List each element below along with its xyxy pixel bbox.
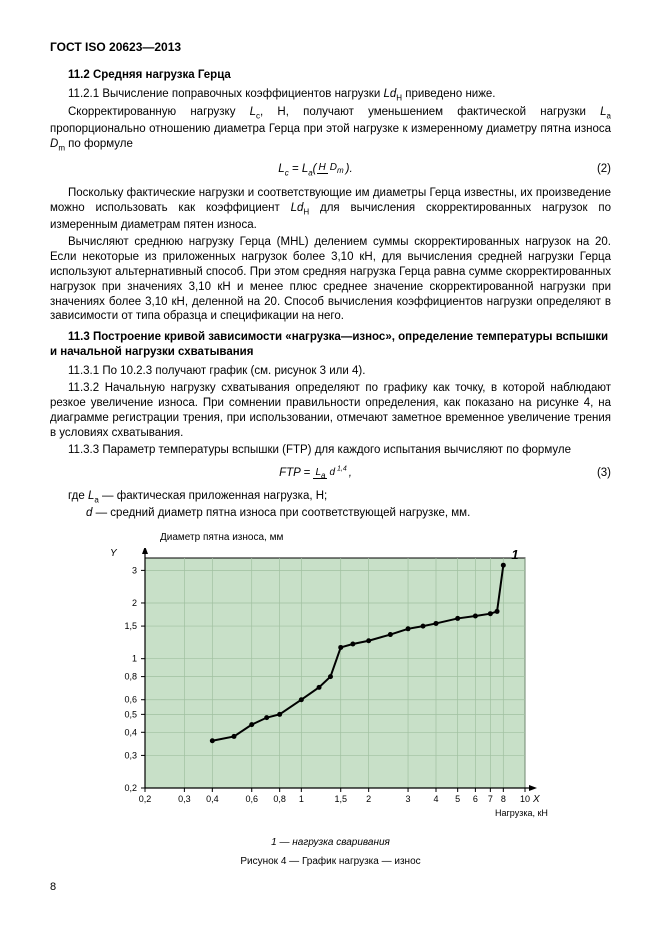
- svg-text:1: 1: [132, 653, 137, 663]
- svg-text:1,5: 1,5: [334, 794, 347, 804]
- svg-text:0,6: 0,6: [245, 794, 258, 804]
- svg-text:0,4: 0,4: [206, 794, 219, 804]
- svg-text:0,2: 0,2: [124, 783, 137, 793]
- y-axis-title: Диаметр пятна износа, мм: [160, 531, 611, 544]
- chart-legend: 1 — нагрузка сваривания: [50, 836, 611, 849]
- page-number: 8: [50, 880, 611, 894]
- eq2-number: (2): [581, 162, 611, 177]
- svg-text:6: 6: [473, 794, 478, 804]
- svg-text:2: 2: [132, 598, 137, 608]
- svg-text:0,8: 0,8: [273, 794, 286, 804]
- figure-caption: Рисунок 4 — График нагрузка — износ: [50, 855, 611, 868]
- svg-text:0,5: 0,5: [124, 709, 137, 719]
- svg-text:5: 5: [455, 794, 460, 804]
- svg-text:3: 3: [406, 794, 411, 804]
- svg-text:4: 4: [433, 794, 438, 804]
- svg-text:8: 8: [501, 794, 506, 804]
- svg-text:0,3: 0,3: [124, 750, 137, 760]
- svg-text:1: 1: [299, 794, 304, 804]
- eq3-number: (3): [581, 466, 611, 481]
- load-wear-chart: 0,2 0,3 0,4 0,6 0,8 1 1,5 2 3 4 5 678 10 0,2 0,3 0,4 0,5…: [90, 548, 550, 828]
- section-11-3-title: 11.3 Построение кривой зависимости «нагр…: [50, 330, 611, 360]
- section-11-2-title: 11.2 Средняя нагрузка Герца: [50, 68, 611, 83]
- svg-text:3: 3: [132, 565, 137, 575]
- variable-definitions: где La — фактическая приложенная нагрузк…: [50, 489, 611, 521]
- svg-text:Нагрузка, кН: Нагрузка, кН: [495, 808, 548, 818]
- para-11-3-1: 11.3.1 По 10.2.3 получают график (см. ри…: [50, 364, 611, 379]
- para-since: Поскольку фактические нагрузки и соответ…: [50, 186, 611, 233]
- svg-text:0,6: 0,6: [124, 694, 137, 704]
- chart-container: Диаметр пятна износа, мм 0,2 0,3 0,4 0,6 0,8…: [90, 531, 611, 828]
- svg-text:0,4: 0,4: [124, 727, 137, 737]
- svg-text:1,5: 1,5: [124, 621, 137, 631]
- svg-text:X: X: [532, 794, 540, 805]
- svg-text:0,3: 0,3: [178, 794, 191, 804]
- para-corrected-load: Скорректированную нагрузку Lc, Н, получа…: [50, 105, 611, 153]
- para-11-2-1: 11.2.1 Вычисление поправочных коэффициен…: [50, 87, 611, 104]
- para-11-3-3: 11.3.3 Параметр температуры вспышки (FTP…: [50, 443, 611, 458]
- para-11-3-2: 11.3.2 Начальную нагрузку схватывания оп…: [50, 381, 611, 441]
- svg-text:10: 10: [520, 794, 530, 804]
- svg-text:7: 7: [488, 794, 493, 804]
- para-mhl: Вычисляют среднюю нагрузку Герца (MHL) д…: [50, 235, 611, 325]
- equation-2: Lc = La(HDm). (2): [50, 162, 611, 179]
- svg-text:1: 1: [511, 548, 518, 562]
- svg-text:0,8: 0,8: [124, 671, 137, 681]
- svg-text:Y: Y: [110, 548, 118, 559]
- standard-header: ГОСТ ISO 20623—2013: [50, 40, 611, 56]
- svg-text:2: 2: [366, 794, 371, 804]
- svg-text:0,2: 0,2: [139, 794, 152, 804]
- equation-3: FTP = Lad 1,4, (3): [50, 466, 611, 481]
